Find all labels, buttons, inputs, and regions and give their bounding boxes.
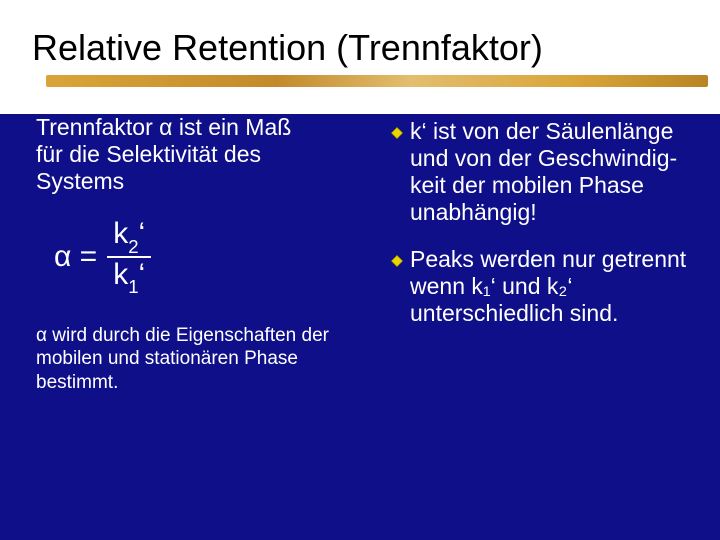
fraction-numerator: k2‘ [107, 217, 151, 256]
title-bar: Relative Retention (Trennfaktor) [0, 0, 720, 114]
underline-stripe [46, 75, 708, 87]
slide-title: Relative Retention (Trennfaktor) [0, 28, 720, 72]
diamond-bullet-icon [390, 246, 410, 327]
intro-line: für die Selektivität des [36, 141, 261, 167]
left-column: Trennfaktor α ist ein Maß für die Selekt… [36, 114, 366, 520]
intro-line: Systems [36, 168, 124, 194]
prime: ‘ [139, 258, 146, 291]
intro-text: Trennfaktor α ist ein Maß für die Selekt… [36, 114, 366, 195]
prime: ‘ [139, 217, 146, 250]
bullet-item: k‘ ist von der Säulenlänge und von der G… [390, 118, 692, 227]
title-gap [0, 90, 720, 114]
intro-line: Trennfaktor α ist ein Maß [36, 114, 291, 140]
alpha-note: α wird durch die Eigenschaften der mobil… [36, 324, 366, 394]
slide: Relative Retention (Trennfaktor) Trennfa… [0, 0, 720, 540]
k-symbol: k [113, 217, 128, 250]
subscript: 1 [128, 276, 138, 297]
subscript: 2 [128, 236, 138, 257]
k-symbol: k [113, 258, 128, 291]
content-area: Trennfaktor α ist ein Maß für die Selekt… [0, 114, 720, 540]
alpha-formula: α = k2‘ k1‘ [54, 217, 366, 296]
bullet-text: Peaks werden nur getrennt wenn k₁‘ und k… [410, 246, 692, 327]
fraction: k2‘ k1‘ [107, 217, 151, 296]
bullet-item: Peaks werden nur getrennt wenn k₁‘ und k… [390, 246, 692, 327]
title-spacer [0, 0, 720, 28]
alpha-equals: α = [54, 240, 107, 274]
fraction-denominator: k1‘ [107, 258, 151, 297]
diamond-bullet-icon [390, 118, 410, 227]
title-underline [46, 72, 708, 90]
bullet-text: k‘ ist von der Säulenlänge und von der G… [410, 118, 692, 227]
right-column: k‘ ist von der Säulenlänge und von der G… [390, 114, 692, 520]
